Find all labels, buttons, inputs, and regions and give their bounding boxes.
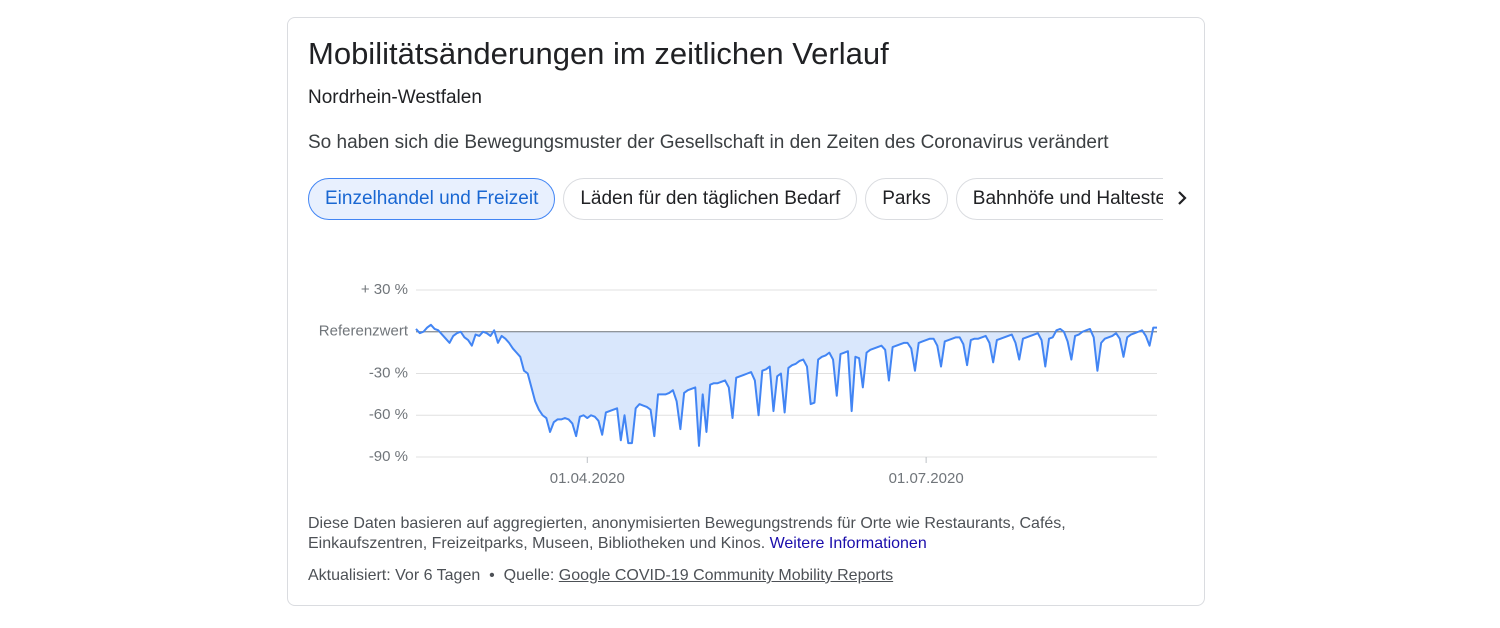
tab[interactable]: Parks <box>865 178 948 220</box>
y-tick-label: -90 % <box>369 448 408 465</box>
x-tick-label: 01.04.2020 <box>550 470 625 487</box>
region: Nordrhein-Westfalen <box>308 87 482 108</box>
y-tick-label: -30 % <box>369 364 408 381</box>
y-tick-label: + 30 % <box>361 281 408 298</box>
tab[interactable]: Läden für den täglichen Bedarf <box>563 178 858 220</box>
chart: + 30 % Referenzwert -30 % -60 % -90 % 01.04.2… <box>319 281 1157 487</box>
source-link[interactable]: Google COVID-19 Community Mobility Repor… <box>558 567 894 584</box>
tab-bar: Einzelhandel und Freizeit Läden für den t… <box>308 178 1163 220</box>
meta: Aktualisiert: Vor 6 Tagen • Quelle: Goog… <box>308 567 893 585</box>
line <box>415 323 1157 447</box>
card <box>287 17 1205 606</box>
separator: • <box>489 567 495 584</box>
description: So haben sich die Bewegungsmuster der Ge… <box>308 132 1109 153</box>
note-text: Diese Daten basieren auf aggregierten, a… <box>308 515 1066 552</box>
tab[interactable]: Bahnhöfe und Haltestellen <box>955 178 1163 220</box>
y-tick-label: Referenzwert <box>319 323 409 340</box>
updated: Aktualisiert: Vor 6 Tagen <box>308 567 481 584</box>
next-arrow[interactable] <box>1170 186 1194 210</box>
more-link[interactable]: Weitere Informationen <box>769 535 927 552</box>
y-tick-label: -60 % <box>369 406 408 423</box>
x-tick-label: 01.07.2020 <box>889 470 964 487</box>
title: Mobilitätsänderungen im zeitlichen Verla… <box>308 36 889 71</box>
source-label: Quelle: <box>503 567 555 584</box>
tab[interactable]: Einzelhandel und Freizeit <box>308 178 556 220</box>
note: Diese Daten basieren auf aggregierten, a… <box>308 514 1178 554</box>
